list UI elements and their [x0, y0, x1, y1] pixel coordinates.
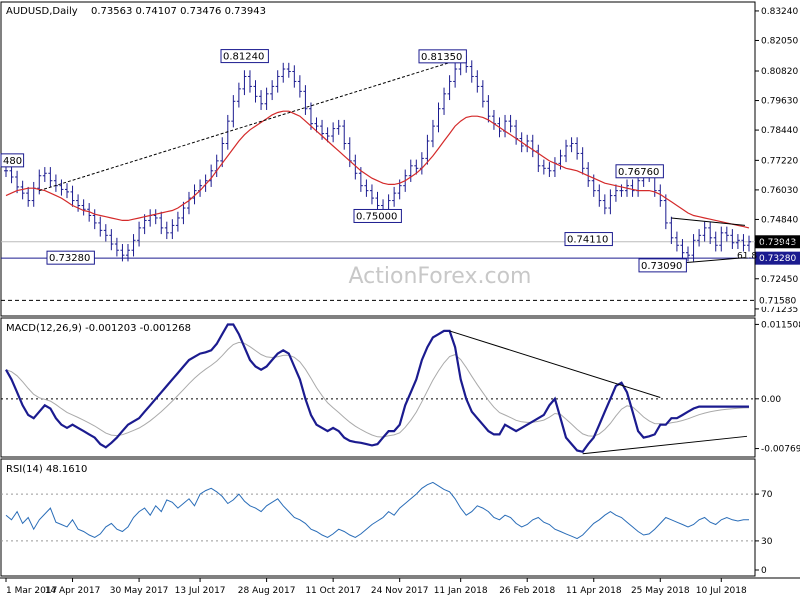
rsi-y-tick-label: 70 — [761, 490, 773, 500]
price-annotation-box — [220, 49, 269, 64]
watermark: ActionForex.com — [349, 264, 532, 289]
side-label-073815: 0.73815 — [761, 241, 798, 251]
x-tick-label: 11 Oct 2017 — [305, 586, 361, 596]
wedge-lower-line — [682, 257, 746, 264]
price-y-tick-label: 0.77220 — [761, 156, 798, 166]
rsi-label: RSI(14) 48.1610 — [6, 464, 87, 475]
rsi-y-tick-label: 30 — [761, 537, 773, 547]
price-y-tick-label: 0.76030 — [761, 186, 798, 196]
price-ohlc: 0.73563 0.74107 0.73476 0.73943 — [91, 6, 266, 17]
macd-panel-frame — [0, 317, 756, 458]
price-header: AUDUSD,Daily — [6, 6, 78, 17]
support-tag-073280-box — [755, 251, 800, 265]
x-tick-label: 10 Jul 2018 — [696, 586, 747, 596]
x-tick-label: 11 Apr 2018 — [566, 586, 622, 596]
price-annotation-box — [638, 258, 687, 273]
price-annotation-box — [46, 250, 95, 265]
support-tag-071580-box — [755, 293, 800, 307]
rsi-panel-frame — [0, 458, 756, 577]
price-annotation-label: 0.73090 — [641, 261, 682, 272]
fib-label: 61.8 — [737, 252, 757, 262]
macd-y-tick-label: -0.007694 — [761, 445, 800, 455]
moving-average-line — [5, 110, 750, 229]
wedge-upper-line — [671, 217, 746, 226]
x-tick-label: 26 Feb 2018 — [499, 586, 555, 596]
price-y-tick-label: 0.83240 — [761, 7, 798, 17]
price-y-tick-label: 0.80820 — [761, 67, 798, 77]
price-annotation-label: 480 — [3, 156, 22, 167]
price-annotation-label: 0.73280 — [49, 253, 90, 264]
x-tick-label: 28 Aug 2017 — [238, 586, 296, 596]
macd-main-line — [5, 323, 749, 454]
price-annotation-label: 0.76760 — [618, 167, 659, 178]
x-tick-label: 13 Jul 2017 — [175, 586, 226, 596]
rsi-line — [5, 481, 749, 540]
x-tick-label: 25 May 2018 — [631, 586, 690, 596]
price-annotation-box — [564, 232, 613, 247]
price-y-tick-label: 0.78440 — [761, 126, 798, 136]
price-y-tick-label: 0.74840 — [761, 215, 798, 225]
price-annotation-label: 0.81350 — [421, 52, 462, 63]
price-y-tick-label: 0.72450 — [761, 275, 798, 285]
macd-trendline-upper — [449, 330, 661, 398]
price-annotation-box — [0, 153, 25, 168]
macd-label: MACD(12,26,9) -0.001203 -0.001268 — [6, 323, 191, 334]
price-annotation-label: 0.75000 — [356, 211, 397, 222]
x-tick-label: 1 Mar 2017 — [6, 586, 57, 596]
current-price-tag: 0.73943 — [759, 238, 796, 248]
macd-y-tick-label: 0.011508 — [761, 320, 800, 330]
macd-signal-line — [5, 341, 750, 438]
x-tick-label: 14 Apr 2017 — [45, 586, 101, 596]
price-annotation-box — [353, 208, 402, 223]
price-y-tick-label: 0.82050 — [761, 36, 798, 46]
current-price-tag-box — [755, 235, 800, 249]
macd-trendline-lower — [582, 435, 748, 455]
rsi-y-tick-label: 0 — [761, 566, 767, 576]
support-tag-071580: 0.71580 — [759, 296, 796, 306]
price-y-tick-label: 0.71235 — [761, 305, 798, 315]
x-tick-label: 30 May 2017 — [110, 586, 169, 596]
x-tick-label: 24 Nov 2017 — [371, 586, 429, 596]
price-annotation-label: 0.81240 — [223, 52, 264, 63]
dotted-trendline — [39, 58, 461, 192]
macd-y-tick-label: 0.00 — [761, 395, 781, 405]
price-annotation-box — [615, 164, 664, 179]
price-annotation-box — [418, 49, 467, 64]
price-y-tick-label: 0.79630 — [761, 97, 798, 107]
support-tag-073280: 0.73280 — [759, 254, 796, 264]
price-annotation-label: 0.74110 — [567, 235, 608, 246]
x-tick-label: 11 Jan 2018 — [434, 586, 488, 596]
